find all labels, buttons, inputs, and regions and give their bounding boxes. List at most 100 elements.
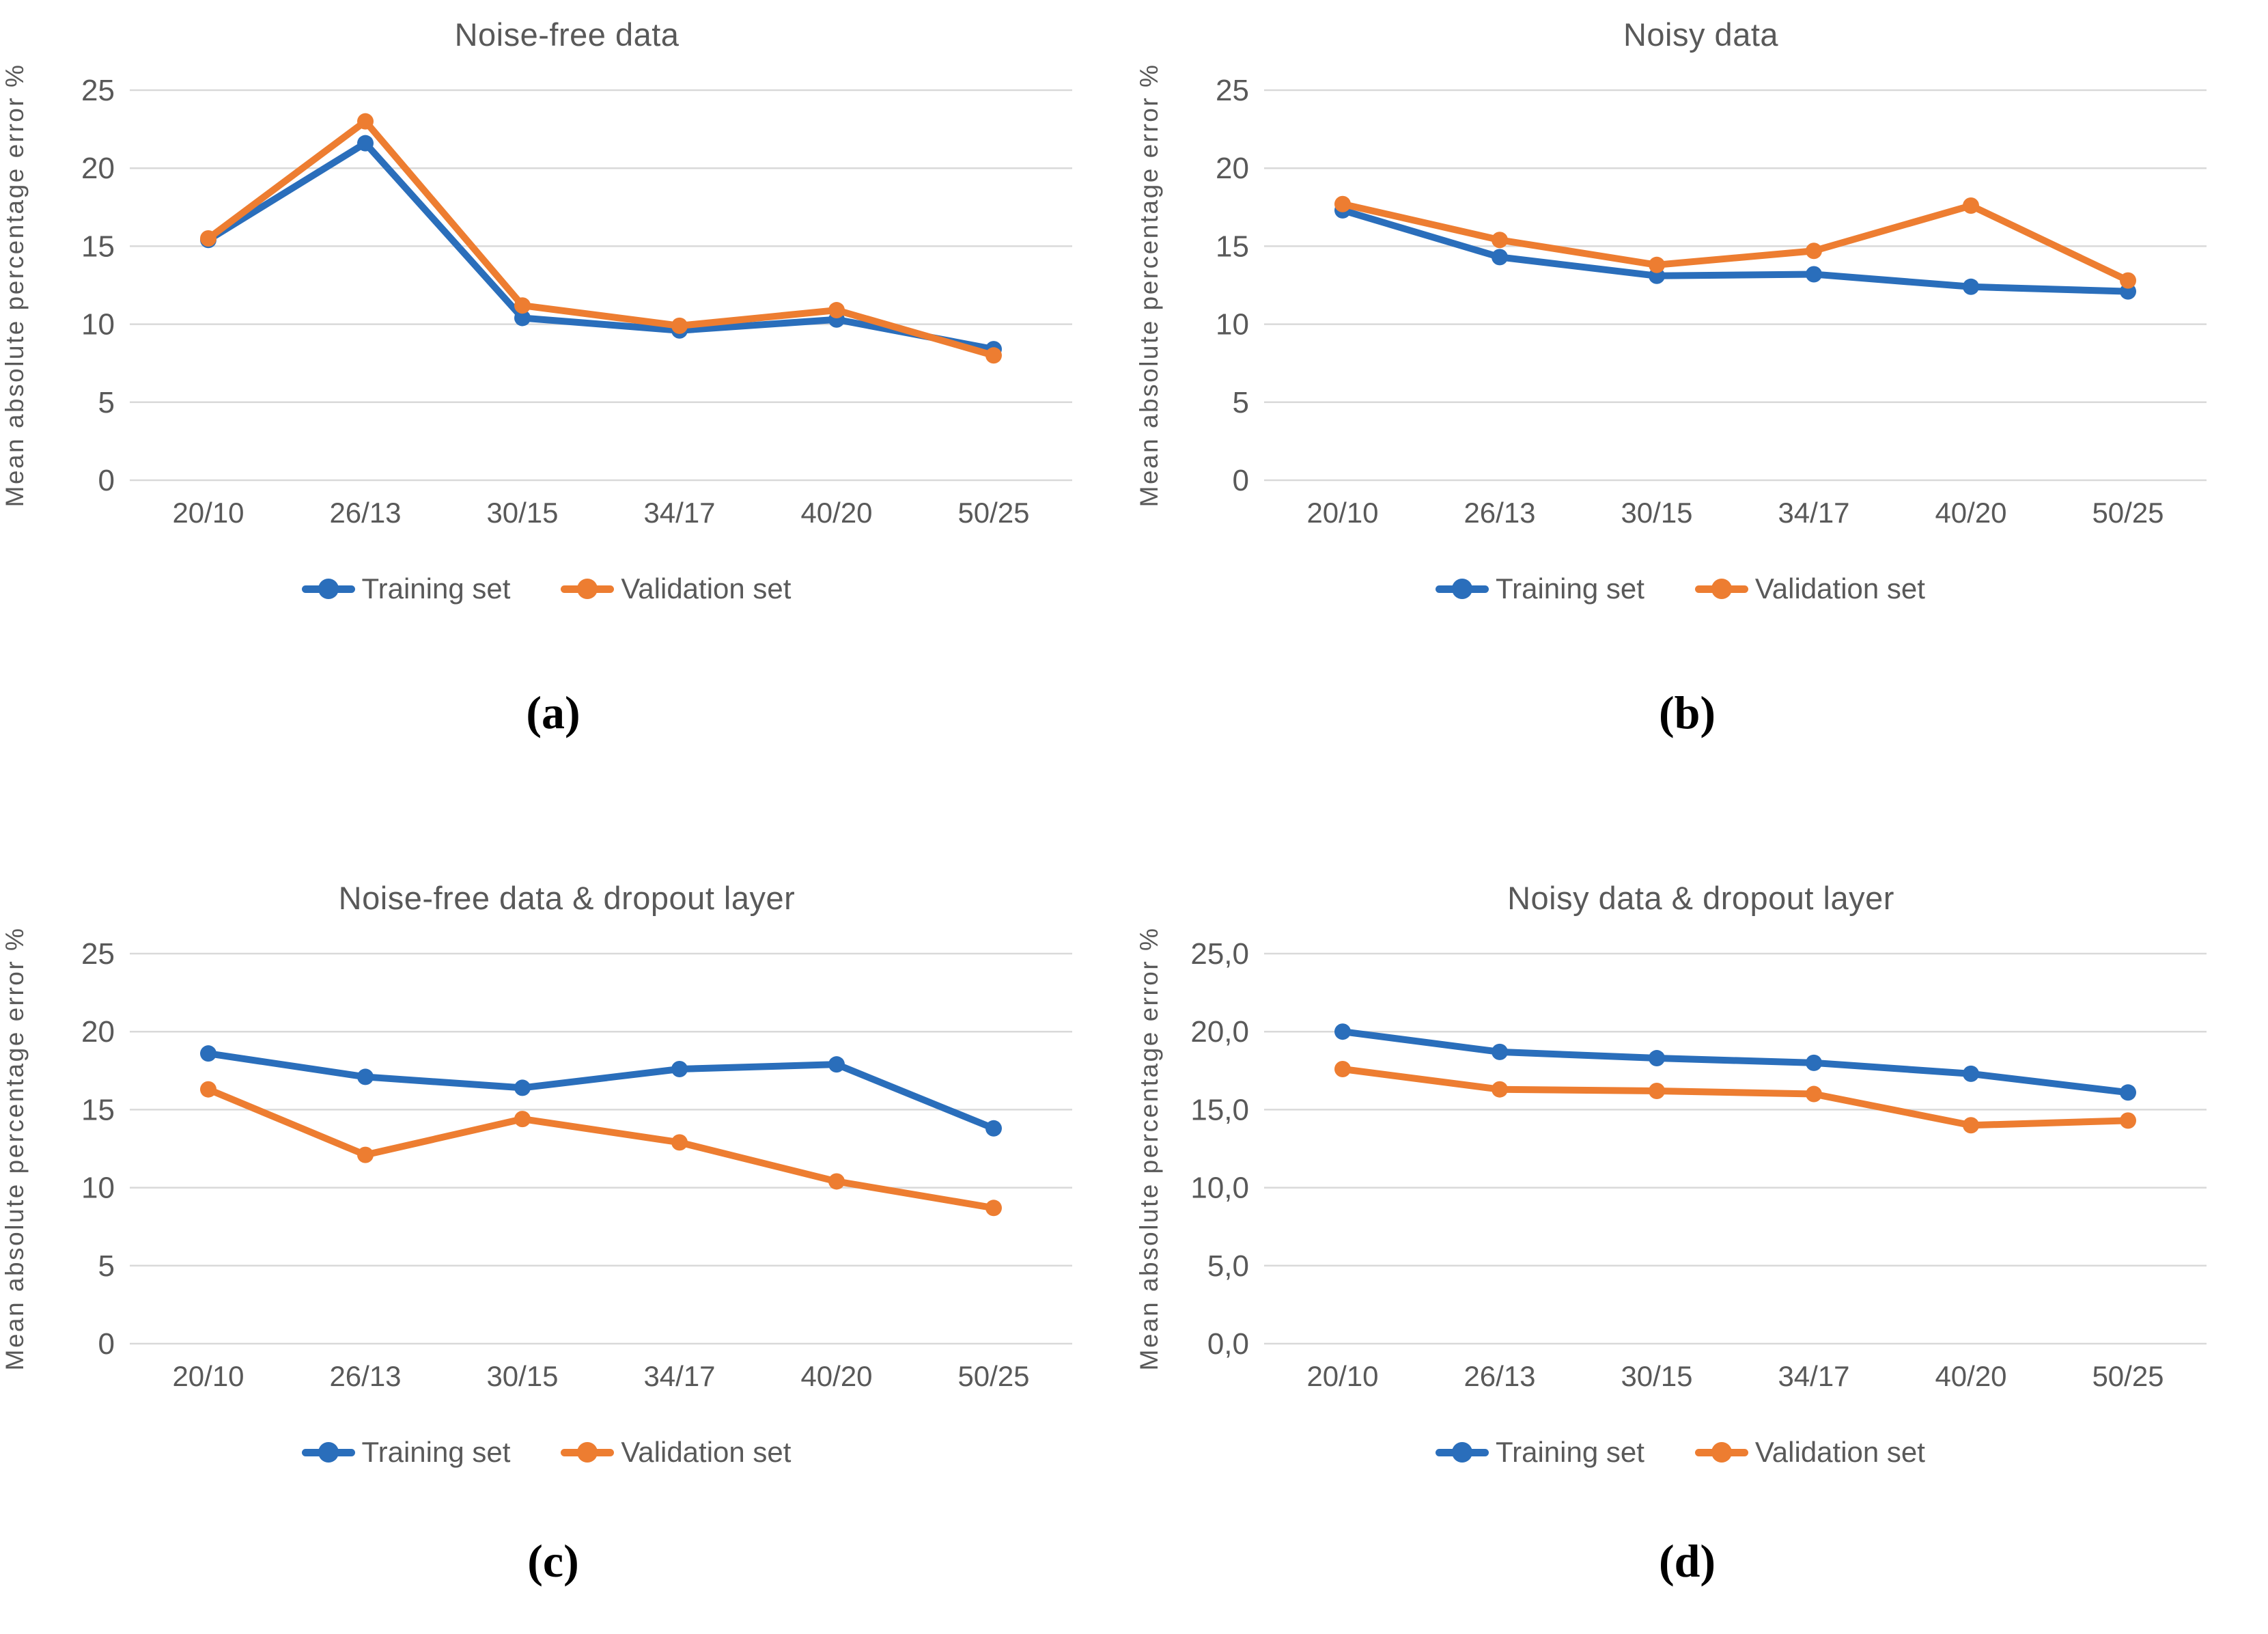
data-point-marker: [1648, 256, 1665, 273]
data-point-marker: [357, 1146, 374, 1163]
data-point-marker: [1334, 1023, 1351, 1040]
data-point-marker: [2119, 1112, 2136, 1129]
x-tick-label: 26/13: [329, 1360, 401, 1392]
data-point-marker: [514, 297, 531, 314]
x-tick-label: 40/20: [1935, 497, 2006, 529]
data-point-marker: [671, 1061, 688, 1078]
series-line-training: [1339, 1028, 2131, 1096]
data-point-marker: [1962, 1065, 1979, 1082]
data-point-marker: [357, 1068, 374, 1085]
legend-item-validation: Validation set: [1694, 1436, 1925, 1469]
y-tick-label: 10,0: [1190, 1172, 1249, 1205]
x-tick-label: 26/13: [1464, 1360, 1535, 1392]
line-marker-icon: [301, 1441, 355, 1463]
series-line-training: [205, 1050, 997, 1132]
x-tick-label: 30/15: [1621, 497, 1692, 529]
series-line-validation: [1339, 200, 2131, 284]
data-point-marker: [1648, 1050, 1665, 1067]
y-tick-label: 10: [81, 1172, 115, 1205]
data-point-marker: [514, 309, 531, 327]
y-tick-label: 25,0: [1190, 937, 1249, 971]
y-tick-label: 10: [81, 308, 115, 342]
x-tick-label: 20/10: [172, 497, 244, 529]
x-tick-label: 20/10: [1306, 497, 1378, 529]
chart-title: Noisy data & dropout layer: [1507, 879, 1894, 916]
series-line-validation: [205, 117, 997, 359]
x-tick-label: 50/25: [2092, 1360, 2164, 1392]
data-point-marker: [985, 1120, 1002, 1137]
legend-item-training: Training set: [1436, 572, 1644, 605]
y-tick-label: 15,0: [1190, 1093, 1249, 1126]
y-axis-title: Mean absolute percentage error %: [1135, 64, 1163, 508]
x-tick-label: 34/17: [643, 497, 715, 529]
x-tick-label: 30/15: [486, 497, 558, 529]
data-point-marker: [2119, 272, 2136, 289]
y-tick-label: 0: [1232, 464, 1248, 497]
x-tick-label: 26/13: [329, 497, 401, 529]
chart-block-a: Noise-free data 25 20 15 10 5 0 Mean absolute …: [0, 0, 1134, 817]
x-tick-label: 30/15: [486, 1360, 558, 1392]
subfigure-label: (d): [1658, 1535, 1716, 1587]
x-tick-label: 50/25: [957, 1360, 1029, 1392]
data-point-marker: [1334, 1061, 1351, 1078]
legend: Training set Validation set: [301, 572, 791, 605]
legend-item-training: Training set: [1436, 1436, 1644, 1469]
line-marker-icon: [1694, 578, 1748, 599]
data-point-marker: [1962, 197, 1979, 214]
x-tick-label: 34/17: [643, 1360, 715, 1392]
x-tick-label: 34/17: [1778, 497, 1849, 529]
line-marker-icon: [561, 1441, 615, 1463]
x-tick-label: 20/10: [172, 1360, 244, 1392]
chart-block-d: Noisy data & dropout layer 25,0 20,0 15,0 1…: [1134, 817, 2268, 1634]
data-point-marker: [200, 1081, 216, 1098]
x-tick-label: 40/20: [1935, 1360, 2006, 1392]
y-tick-label: 0: [98, 1327, 115, 1361]
line-marker-icon: [1694, 1441, 1748, 1463]
data-point-marker: [985, 1200, 1002, 1217]
x-tick-label: 50/25: [2092, 497, 2164, 529]
y-tick-label: 10: [1216, 308, 1249, 342]
legend-item-training: Training set: [301, 572, 510, 605]
data-point-marker: [671, 1134, 688, 1151]
chart-block-c: Noise-free data & dropout layer 25 20 15 10…: [0, 817, 1134, 1634]
x-tick-label: 50/25: [957, 497, 1029, 529]
y-tick-label: 5: [98, 1249, 115, 1283]
y-tick-label: 25: [1216, 74, 1249, 107]
legend-label: Validation set: [621, 572, 792, 605]
line-marker-icon: [1436, 578, 1489, 599]
y-tick-label: 0: [98, 464, 115, 497]
line-plot: 25 20 15 10 5 0 Mean absolute percentage error…: [1135, 64, 2207, 529]
series-line-training: [1339, 206, 2131, 295]
x-tick-label: 40/20: [800, 1360, 872, 1392]
data-point-marker: [357, 113, 374, 130]
legend: Training set Validation set: [1436, 572, 1925, 605]
line-plot: 25 20 15 10 5 0 Mean absolute percentage error…: [1, 64, 1072, 529]
x-tick-label: 34/17: [1778, 1360, 1849, 1392]
subfigure-label: (b): [1658, 687, 1716, 738]
y-tick-label: 20: [1216, 152, 1249, 185]
data-point-marker: [2119, 1084, 2136, 1101]
data-point-marker: [1962, 278, 1979, 295]
data-point-marker: [1805, 266, 1822, 283]
legend-item-validation: Validation set: [561, 1436, 791, 1469]
legend-item-validation: Validation set: [561, 572, 791, 605]
y-tick-label: 20,0: [1190, 1015, 1249, 1049]
data-point-marker: [514, 1111, 531, 1128]
data-point-marker: [1334, 195, 1351, 212]
data-point-marker: [1962, 1117, 1979, 1134]
line-plot: 25,0 20,0 15,0 10,0 5,0 0,0 Mean absolute perc…: [1135, 927, 2207, 1392]
chart-title: Noise-free data & dropout layer: [338, 879, 796, 916]
y-tick-label: 15: [81, 1093, 115, 1126]
data-point-marker: [200, 230, 216, 247]
y-tick-label: 25: [81, 937, 115, 971]
data-point-marker: [1491, 249, 1508, 266]
data-point-marker: [828, 302, 845, 319]
data-point-marker: [1805, 1085, 1822, 1103]
data-point-marker: [828, 1173, 845, 1190]
y-axis-title: Mean absolute percentage error %: [1135, 927, 1163, 1371]
line-plot: 25 20 15 10 5 0 Mean absolute percentage error…: [1, 927, 1072, 1392]
chart-block-b: Noisy data 25 20 15 10 5 0 Mean absolute perce…: [1134, 0, 2268, 817]
subfigure-label: (c): [527, 1535, 579, 1587]
chart-title: Noisy data: [1623, 16, 1779, 53]
